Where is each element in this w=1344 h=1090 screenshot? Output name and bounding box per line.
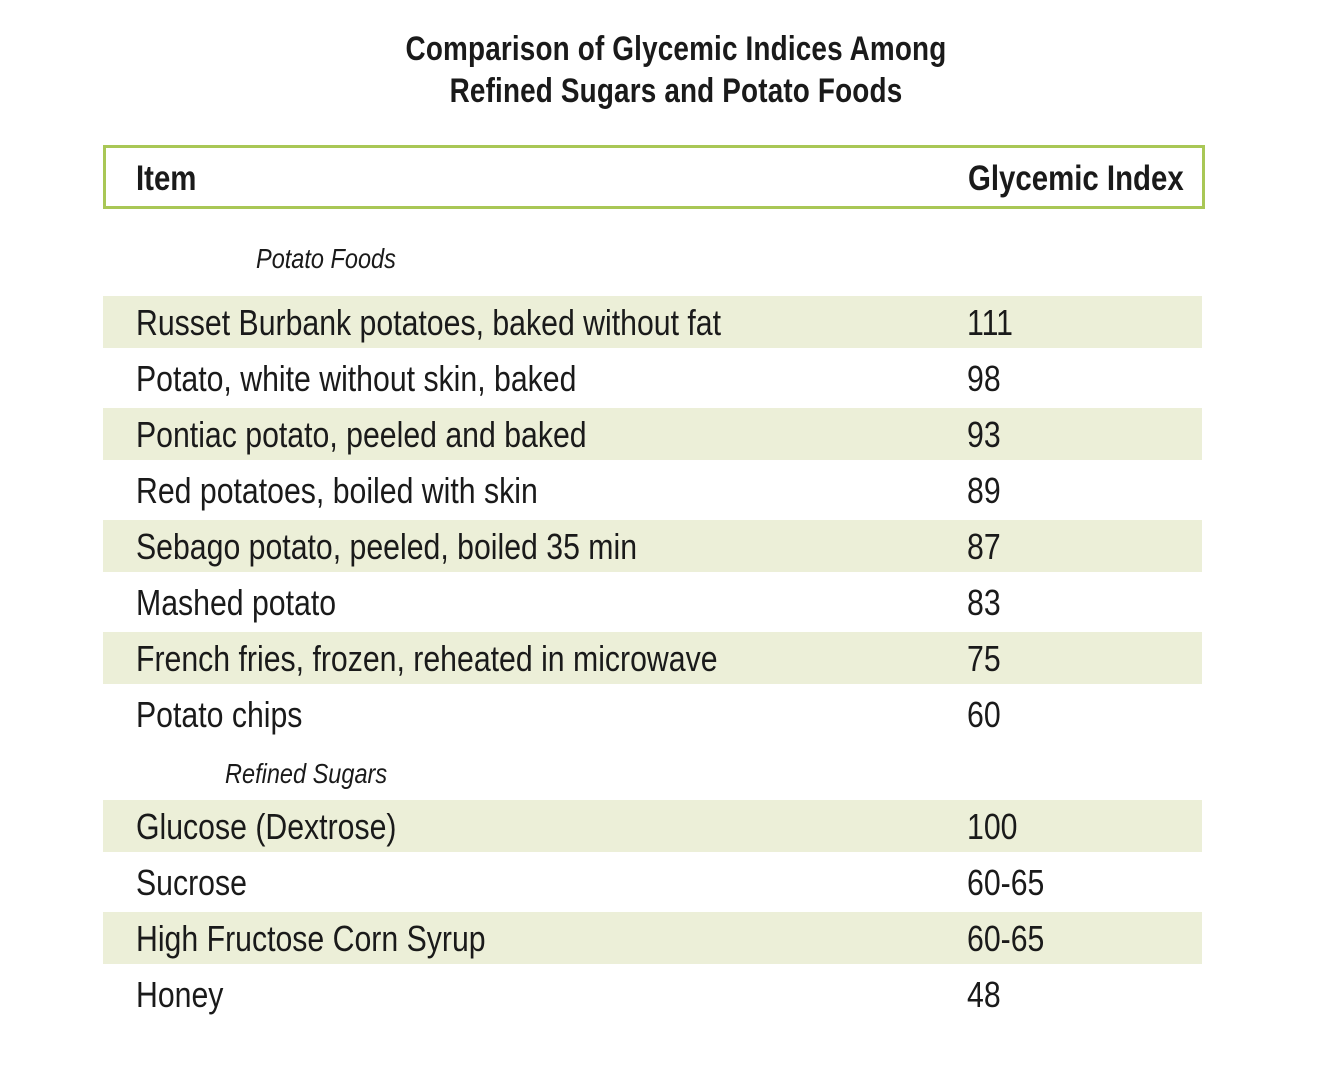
row-glycemic-value: 48 (967, 974, 1001, 1015)
column-header-item: Item (136, 159, 197, 198)
table-row: Russet Burbank potatoes, baked without f… (103, 296, 1202, 348)
row-glycemic-value: 60-65 (967, 862, 1045, 903)
table-title-line-1: Comparison of Glycemic Indices Among (405, 30, 947, 68)
row-item-label: Potato chips (136, 694, 303, 735)
row-item-label: Russet Burbank potatoes, baked without f… (136, 302, 722, 343)
table-row: High Fructose Corn Syrup 60-65 (103, 912, 1202, 964)
table-row: Sebago potato, peeled, boiled 35 min 87 (103, 520, 1202, 572)
table-title: Comparison of Glycemic Indices Among Ref… (122, 28, 1231, 112)
column-header-glycemic-index: Glycemic Index (968, 159, 1184, 198)
row-item-label: Red potatoes, boiled with skin (136, 470, 538, 511)
row-item-label: French fries, frozen, reheated in microw… (136, 638, 718, 679)
table-row: French fries, frozen, reheated in microw… (103, 632, 1202, 684)
row-glycemic-value: 111 (967, 302, 1013, 343)
table-title-line-2: Refined Sugars and Potato Foods (449, 72, 903, 110)
row-glycemic-value: 83 (967, 582, 1001, 623)
row-glycemic-value: 98 (967, 358, 1001, 399)
table-row: Red potatoes, boiled with skin 89 (103, 464, 1202, 516)
row-item-label: Honey (136, 974, 224, 1015)
table-row: Glucose (Dextrose) 100 (103, 800, 1202, 852)
table-row: Pontiac potato, peeled and baked 93 (103, 408, 1202, 460)
row-item-label: Glucose (Dextrose) (136, 806, 397, 847)
row-item-label: Sucrose (136, 862, 247, 903)
row-glycemic-value: 75 (967, 638, 1001, 679)
section-heading: Refined Sugars (225, 758, 388, 789)
row-glycemic-value: 60 (967, 694, 1001, 735)
row-glycemic-value: 89 (967, 470, 1001, 511)
table-row: Sucrose 60-65 (103, 856, 1202, 908)
row-item-label: Sebago potato, peeled, boiled 35 min (136, 526, 638, 567)
table-row: Potato chips 60 (103, 688, 1202, 740)
row-glycemic-value: 93 (967, 414, 1001, 455)
section-heading: Potato Foods (256, 243, 396, 274)
row-item-label: Mashed potato (136, 582, 337, 623)
row-glycemic-value: 60-65 (967, 918, 1045, 959)
table-row: Honey 48 (103, 968, 1202, 1020)
row-item-label: Pontiac potato, peeled and baked (136, 414, 587, 455)
row-glycemic-value: 100 (967, 806, 1018, 847)
row-item-label: High Fructose Corn Syrup (136, 918, 486, 959)
table-row: Potato, white without skin, baked 98 (103, 352, 1202, 404)
row-glycemic-value: 87 (967, 526, 1001, 567)
table-row: Mashed potato 83 (103, 576, 1202, 628)
table-header: Item Glycemic Index (103, 145, 1205, 209)
row-item-label: Potato, white without skin, baked (136, 358, 577, 399)
